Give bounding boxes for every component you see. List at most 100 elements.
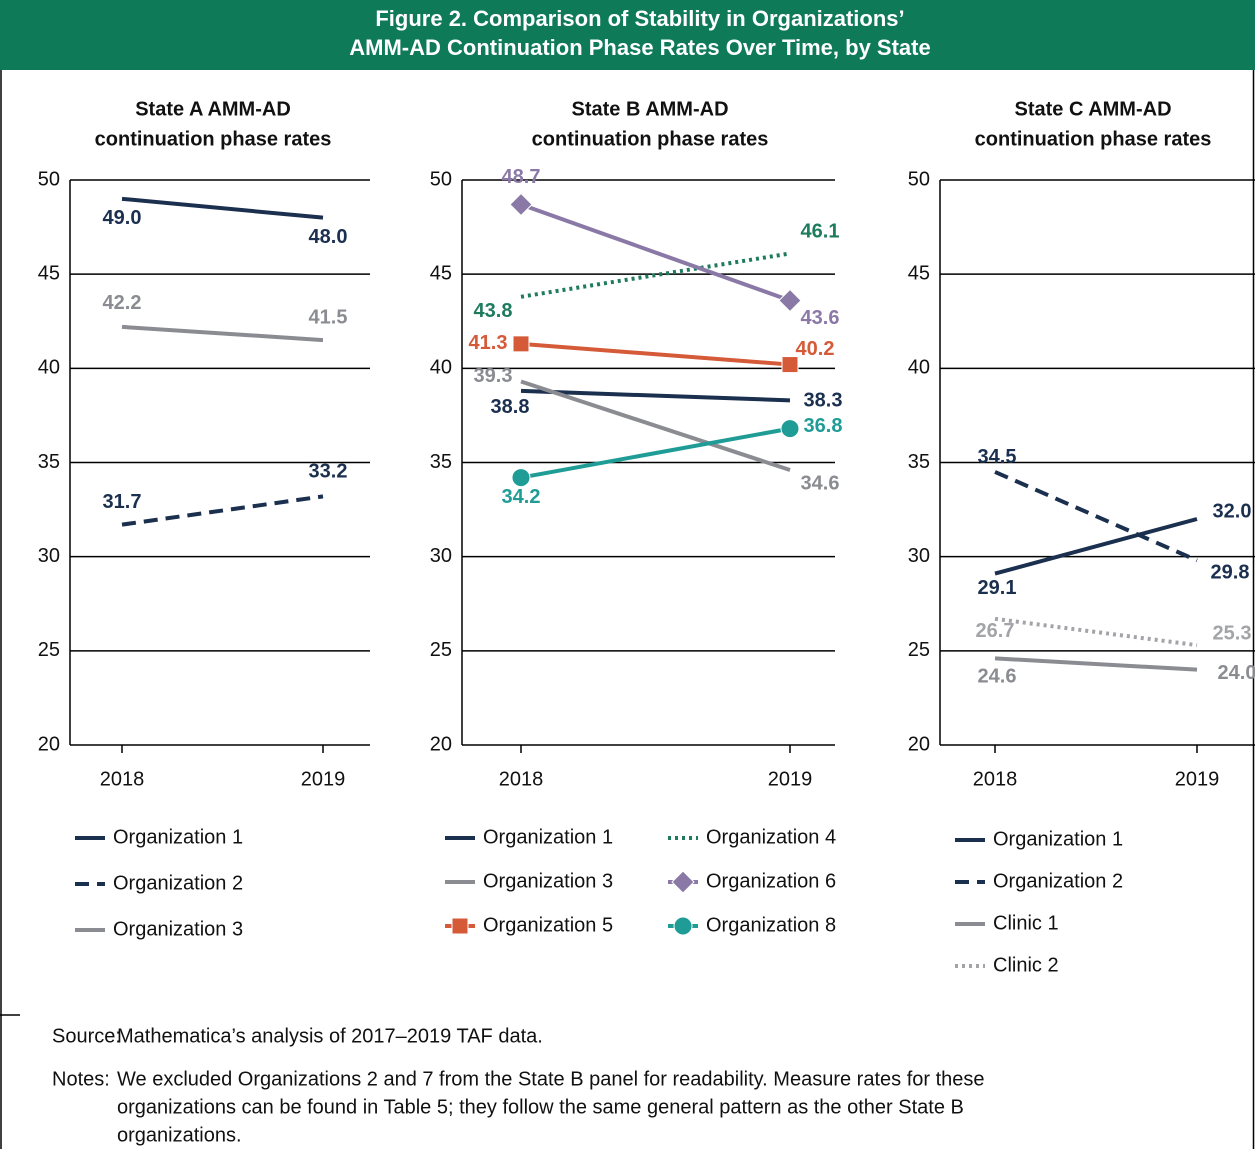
header-bar (0, 0, 1255, 70)
marker (671, 870, 695, 894)
y-tick-label: 45 (430, 262, 452, 284)
chart-title: State B AMM-AD (571, 98, 728, 120)
x-tick-label: 2019 (301, 768, 346, 790)
y-tick-label: 30 (430, 545, 452, 567)
value-label: 34.6 (801, 472, 840, 494)
value-label: 31.7 (103, 491, 142, 513)
legend-label: Clinic 2 (993, 954, 1059, 976)
series-line (121, 196, 324, 220)
value-label: 25.3 (1213, 622, 1252, 644)
value-label: 40.2 (796, 338, 835, 360)
y-tick-label: 20 (38, 733, 60, 755)
y-tick-label: 50 (38, 168, 60, 190)
series-line (994, 470, 1198, 563)
notes-text: organizations. (117, 1124, 242, 1146)
value-label: 49.0 (103, 207, 142, 229)
chart-title: State C AMM-AD (1014, 98, 1171, 120)
marker (781, 356, 799, 374)
legend-label: Organization 4 (706, 826, 836, 848)
y-tick-label: 20 (908, 733, 930, 755)
value-label: 38.3 (804, 390, 843, 412)
series-line (994, 517, 1198, 576)
x-tick-label: 2018 (499, 768, 544, 790)
value-label: 33.2 (309, 461, 348, 483)
series-line (520, 251, 791, 299)
y-tick-label: 35 (430, 451, 452, 473)
series-line (994, 616, 1198, 648)
value-label: 24.0 (1218, 662, 1255, 684)
source-text: Mathematica’s analysis of 2017–2019 TAF … (117, 1025, 543, 1047)
y-tick-label: 50 (430, 168, 452, 190)
x-tick-label: 2019 (1175, 768, 1220, 790)
figure-title: Figure 2. Comparison of Stability in Org… (375, 6, 904, 31)
legend-label: Organization 1 (993, 828, 1123, 850)
chart-title: continuation phase rates (532, 128, 769, 150)
x-tick-label: 2019 (768, 768, 813, 790)
series-line (121, 324, 324, 343)
y-tick-label: 50 (908, 168, 930, 190)
marker (780, 419, 800, 439)
marker (511, 468, 531, 488)
legend-label: Organization 1 (113, 826, 243, 848)
value-label: 43.6 (801, 307, 840, 329)
legend-label: Organization 5 (483, 914, 613, 936)
marker (512, 335, 530, 353)
y-tick-label: 25 (908, 639, 930, 661)
y-tick-label: 25 (38, 639, 60, 661)
chart-title: continuation phase rates (975, 128, 1212, 150)
notes-text: We excluded Organizations 2 and 7 from t… (117, 1068, 985, 1090)
legend-label: Organization 2 (113, 872, 243, 894)
legend-label: Organization 3 (483, 870, 613, 892)
value-label: 46.1 (801, 221, 840, 243)
legend-label: Organization 8 (706, 914, 836, 936)
marker (451, 917, 469, 935)
y-tick-label: 40 (38, 357, 60, 379)
source-label: Source: (52, 1025, 121, 1047)
y-tick-label: 35 (908, 451, 930, 473)
x-tick-label: 2018 (100, 768, 145, 790)
x-tick-label: 2018 (973, 768, 1018, 790)
series-line (520, 426, 791, 480)
series-line (520, 379, 791, 472)
legend-label: Organization 2 (993, 870, 1123, 892)
legend-label: Clinic 1 (993, 912, 1059, 934)
value-label: 41.3 (469, 332, 508, 354)
chart-title: continuation phase rates (95, 128, 332, 150)
value-label: 24.6 (978, 666, 1017, 688)
y-tick-label: 35 (38, 451, 60, 473)
value-label: 32.0 (1213, 500, 1252, 522)
value-label: 34.5 (978, 446, 1017, 468)
value-label: 48.0 (309, 226, 348, 248)
y-tick-label: 30 (38, 545, 60, 567)
figure-title: AMM-AD Continuation Phase Rates Over Tim… (349, 35, 930, 60)
legend-label: Organization 3 (113, 918, 243, 940)
value-label: 43.8 (474, 300, 513, 322)
value-label: 26.7 (976, 620, 1015, 642)
value-label: 39.3 (474, 365, 513, 387)
y-tick-label: 45 (908, 262, 930, 284)
value-label: 38.8 (491, 396, 530, 418)
value-label: 29.8 (1211, 562, 1250, 584)
marker (673, 916, 693, 936)
series-line (520, 202, 791, 303)
marker (778, 288, 802, 313)
value-label: 42.2 (103, 292, 142, 314)
notes-label: Notes: (52, 1068, 110, 1090)
y-tick-label: 25 (430, 639, 452, 661)
legend-label: Organization 1 (483, 826, 613, 848)
value-label: 41.5 (309, 306, 348, 328)
series-line (520, 388, 791, 403)
series-line (994, 656, 1198, 672)
y-tick-label: 40 (908, 357, 930, 379)
y-tick-label: 20 (430, 733, 452, 755)
value-label: 34.2 (502, 486, 541, 508)
marker (509, 192, 533, 217)
value-label: 36.8 (804, 415, 843, 437)
legend-label: Organization 6 (706, 870, 836, 892)
notes-text: organizations can be found in Table 5; t… (117, 1096, 964, 1118)
value-label: 48.7 (502, 166, 541, 188)
chart-title: State A AMM-AD (135, 98, 291, 120)
value-label: 29.1 (978, 577, 1017, 599)
y-tick-label: 40 (430, 357, 452, 379)
